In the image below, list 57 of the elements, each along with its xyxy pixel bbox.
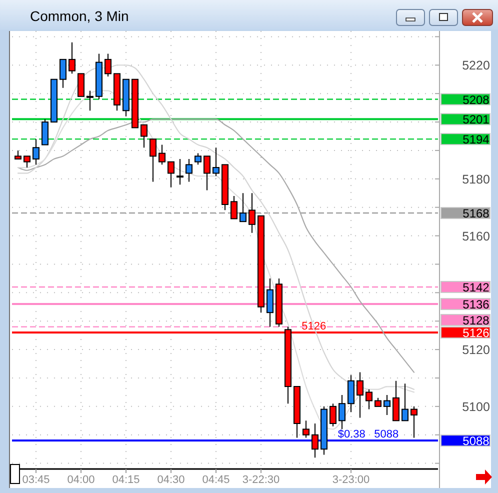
candlestick [230,195,238,220]
candlestick [212,147,220,177]
ref-line-label: 5136 [462,298,490,312]
candlestick [266,278,274,328]
candlestick [410,406,418,438]
candlestick [356,372,364,418]
candlestick [312,422,318,458]
ref-line-label: 5142 [462,280,490,294]
annotation: $0.38 [338,428,366,441]
y-tick-label: 5100 [462,400,490,414]
x-tick-label: 3-22:30 [242,474,280,486]
x-tick-label: 03:45 [22,474,50,486]
chart-title: Common, 3 Min [30,8,129,24]
ref-line-label: 5208 [462,92,490,107]
candlestick [78,73,84,97]
candlestick [248,192,256,234]
y-tick-label: 5220 [462,58,490,73]
x-tick-label: 04:15 [112,474,140,486]
ref-line-label: 5128 [462,313,490,328]
ref-line-label: 5088 [462,434,490,448]
annotation: 5126 [302,320,326,332]
candlestick [204,156,210,191]
candlestick [32,138,40,166]
ref-line-label: 5194 [462,132,490,147]
candlestick [384,394,390,416]
y-tick-label: 5160 [462,229,490,244]
candlestick [402,383,408,422]
candlestick [366,388,372,410]
ref-line-label: 5201 [462,112,490,127]
candlestick [60,58,66,88]
candlestick [392,380,400,422]
candlestick [24,156,30,168]
candlestick [194,152,202,166]
annotation: 5088 [374,428,399,441]
x-tick-label: 04:45 [202,474,230,486]
x-tick-label: 3-23:00 [332,474,370,486]
candlestick [240,192,246,222]
ref-line-label: 5126 [462,326,490,340]
ref-line-label: 5168 [462,206,490,221]
candlestick [140,124,148,148]
y-tick-label: 5120 [462,343,490,358]
candlestick [338,394,346,430]
candlestick [186,158,192,182]
candlestick [176,158,184,186]
candlestick [104,53,112,78]
candlestick [158,144,166,166]
x-tick-label: 04:30 [157,474,185,486]
candlestick [302,420,310,438]
candlestick [42,118,48,146]
candlestick [68,42,76,74]
candlestick [330,403,336,427]
candlestick [348,374,354,413]
candlestick [168,161,174,188]
y-tick-label: 5180 [462,172,490,186]
candlestick [86,90,94,112]
candlestick [150,138,156,182]
x-tick-label: 04:00 [67,474,95,486]
